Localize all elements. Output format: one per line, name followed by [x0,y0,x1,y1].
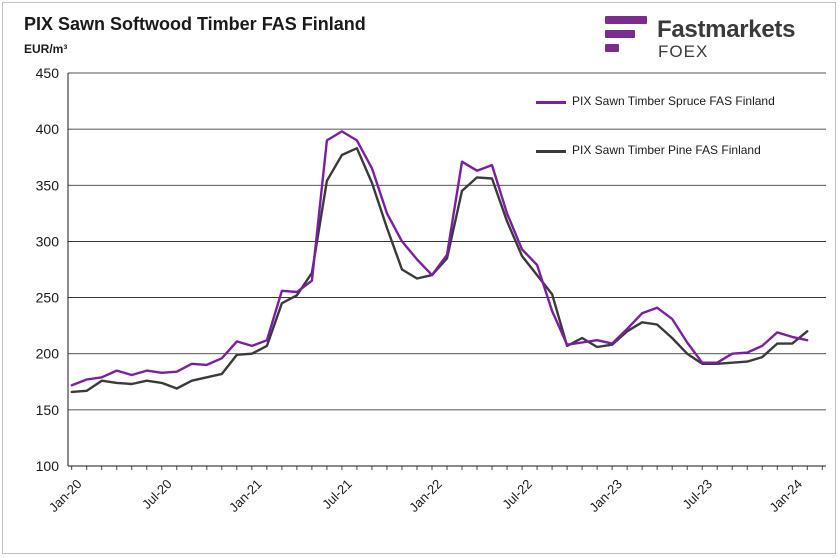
logo-mark-icon [605,16,649,60]
y-tick-label: 150 [36,402,60,418]
y-tick-label: 250 [36,290,60,306]
y-tick-label: 400 [36,121,60,137]
x-tick-label: Jul-22 [499,476,535,512]
x-tick-label: Jul-20 [139,476,175,512]
x-tick-label: Jan-20 [46,476,85,515]
x-tick-label: Jan-21 [226,476,265,515]
y-axis-unit: EUR/m³ [24,42,67,56]
logo-bar-bottom [605,44,619,52]
y-axis-unit-label: EUR/m³ [24,42,68,56]
logo-sub: FOEX [658,42,709,61]
gridlines [68,72,826,411]
y-tick-label: 300 [36,233,60,249]
fastmarkets-logo: Fastmarkets FOEX [605,16,820,62]
y-tick-label: 200 [36,346,60,362]
legend-swatch-spruce [536,101,566,104]
x-tick-label: Jan-22 [406,476,445,515]
chart-title: PIX Sawn Softwood Timber FAS Finland [24,14,366,34]
logo-name: Fastmarkets [657,16,796,43]
legend-label-spruce: PIX Sawn Timber Spruce FAS Finland [572,94,775,108]
x-tick-label: Jan-24 [766,476,805,515]
x-tick-label: Jan-23 [586,476,625,515]
logo-bar-top [605,16,647,24]
y-tick-label: 100 [36,458,60,474]
y-tick-label: 450 [36,65,60,81]
series-lines [70,130,809,394]
x-tick-labels: Jan-20 Jul-20 Jan-21 Jul-21 Jan-22 Jul-22 Jan-… [46,476,805,515]
legend-swatch-pine [536,150,566,153]
x-tick-label: Jul-21 [319,476,355,512]
series-line-spruce [70,130,809,387]
x-tick-label: Jul-23 [679,476,715,512]
logo-bar-middle [605,30,635,38]
y-tick-label: 350 [36,177,60,193]
legend-label-pine: PIX Sawn Timber Pine FAS Finland [572,143,761,157]
axes [67,73,826,470]
y-tick-labels: 100 150 200 250 300 350 400 450 [36,65,60,474]
